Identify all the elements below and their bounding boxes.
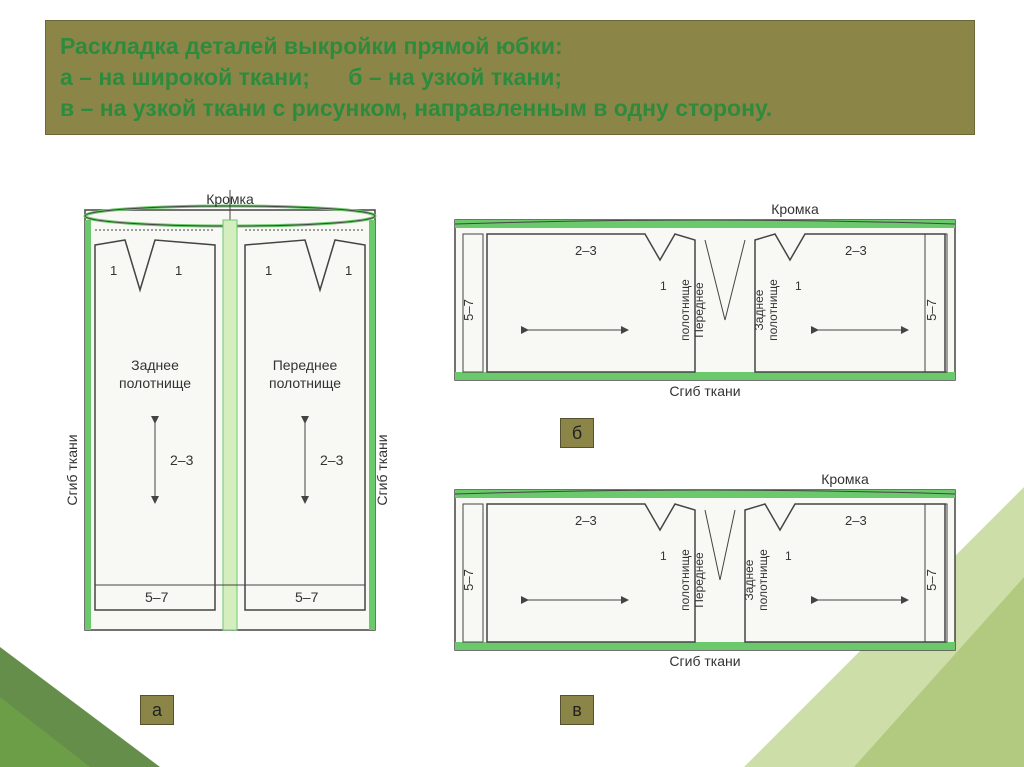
svg-text:полотнище: полотнище [678,279,692,341]
svg-text:1: 1 [175,263,182,278]
header-line1: Раскладка деталей выкройки прямой юбки: [60,31,960,62]
svg-text:полотнище: полотнище [678,549,692,611]
label-c: в [560,695,594,725]
label-b: б [560,418,594,448]
svg-text:5–7: 5–7 [295,589,319,605]
svg-text:2–3: 2–3 [320,452,344,468]
diagrams-area: Кромка Заднее полотнище Переднее полотни… [45,180,975,720]
svg-text:5–7: 5–7 [145,589,169,605]
diagram-c: Кромка Сгиб ткани 5–7 Переднее полотнище… [445,470,965,670]
svg-text:Заднее: Заднее [752,289,766,330]
label-a: а [140,695,174,725]
svg-text:Заднее: Заднее [742,559,756,600]
svg-text:1: 1 [660,279,667,293]
header-line2: а – на широкой ткани; б – на узкой ткани… [60,62,960,93]
svg-text:2–3: 2–3 [575,513,597,528]
svg-text:Переднее: Переднее [692,552,706,608]
svg-text:полотнище: полотнище [756,549,770,611]
svg-text:2–3: 2–3 [575,243,597,258]
svg-text:1: 1 [785,549,792,563]
svg-text:Заднее: Заднее [131,357,179,373]
svg-text:полотнище: полотнище [119,375,191,391]
diagram-a: Кромка Заднее полотнище Переднее полотни… [65,190,395,640]
svg-text:2–3: 2–3 [845,513,867,528]
svg-text:5–7: 5–7 [461,299,476,321]
svg-text:5–7: 5–7 [461,569,476,591]
svg-text:Переднее: Переднее [273,357,338,373]
header-box: Раскладка деталей выкройки прямой юбки: … [45,20,975,135]
svg-text:2–3: 2–3 [170,452,194,468]
svg-text:1: 1 [660,549,667,563]
header-line3: в – на узкой ткани с рисунком, направлен… [60,93,960,124]
svg-text:1: 1 [795,279,802,293]
svg-text:5–7: 5–7 [924,569,939,591]
svg-text:Сгиб ткани: Сгиб ткани [374,434,390,505]
svg-text:Сгиб ткани: Сгиб ткани [669,653,740,669]
svg-text:2–3: 2–3 [845,243,867,258]
diagram-b: Кромка Сгиб ткани 5–7 Переднее полотнище… [445,200,965,400]
svg-text:Переднее: Переднее [692,282,706,338]
svg-text:1: 1 [265,263,272,278]
svg-text:Кромка: Кромка [771,201,819,217]
svg-text:Кромка: Кромка [821,471,869,487]
svg-text:1: 1 [110,263,117,278]
svg-text:5–7: 5–7 [924,299,939,321]
svg-text:полотнище: полотнище [766,279,780,341]
svg-text:Сгиб ткани: Сгиб ткани [65,434,80,505]
svg-text:1: 1 [345,263,352,278]
svg-text:полотнище: полотнище [269,375,341,391]
svg-text:Сгиб ткани: Сгиб ткани [669,383,740,399]
